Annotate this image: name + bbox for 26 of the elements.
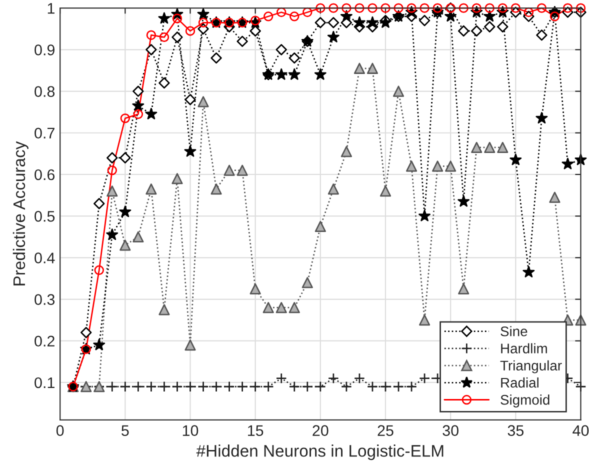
x-tick-label: 0 [56, 425, 64, 436]
x-tick-label: 40 [572, 425, 589, 436]
y-tick-label: 0.6 [34, 169, 55, 180]
x-tick-label: 30 [442, 425, 458, 436]
y-tick-label: 0.2 [34, 336, 54, 347]
y-tick-label: 0.3 [34, 294, 55, 305]
y-tick-label: 0.7 [34, 128, 54, 139]
y-tick-label: 0.5 [34, 210, 55, 222]
legend-label: Radial [501, 377, 538, 388]
legend-label: Sine [500, 326, 528, 336]
y-tick-label: 1 [48, 3, 54, 14]
x-tick-label: 15 [248, 425, 264, 436]
x-tick-label: 25 [378, 425, 394, 436]
x-tick-label: 5 [122, 425, 129, 436]
y-tick-label: 0.9 [34, 44, 54, 56]
y-tick-label: 0.1 [34, 377, 54, 388]
legend-label: Sigmoid [500, 394, 550, 408]
legend-label: Hardlim [501, 343, 547, 354]
x-tick-label: 35 [508, 425, 524, 436]
legend-label: Triangular [500, 360, 562, 374]
x-tick-label: 10 [182, 425, 198, 436]
y-tick-label: 0.8 [34, 86, 55, 97]
x-tick-label: 20 [312, 425, 328, 436]
y-axis-title: Predictive Accuracy [12, 141, 28, 286]
x-axis-title: #Hidden Neurons in Logistic-ELM [196, 444, 444, 460]
y-tick-label: 0.4 [34, 252, 55, 264]
